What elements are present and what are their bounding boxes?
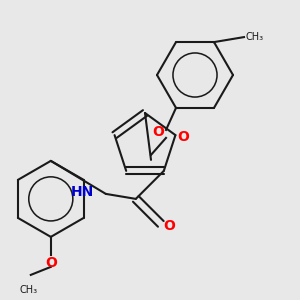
- Text: O: O: [178, 130, 189, 144]
- Text: O: O: [163, 219, 175, 233]
- Text: CH₃: CH₃: [246, 32, 264, 42]
- Text: O: O: [152, 125, 164, 139]
- Text: CH₃: CH₃: [20, 285, 38, 295]
- Text: HN: HN: [70, 185, 94, 199]
- Text: O: O: [45, 256, 57, 270]
